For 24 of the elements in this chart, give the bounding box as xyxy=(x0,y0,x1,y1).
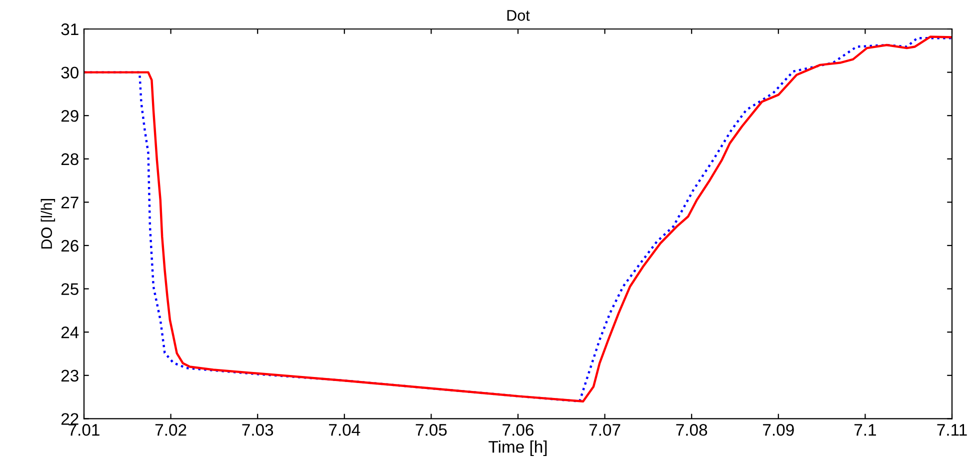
y-axis-title: DO [l/h] xyxy=(40,199,56,248)
y-tick-label: 31 xyxy=(61,23,78,36)
x-tick-label: 7.02 xyxy=(155,424,186,436)
y-tick-label: 23 xyxy=(61,370,78,382)
x-tick-label: 7.08 xyxy=(676,424,708,436)
x-tick-label: 7.1 xyxy=(854,424,876,436)
x-tick-label: 7.09 xyxy=(763,424,794,436)
x-axis-title: Time [h] xyxy=(488,440,547,456)
y-tick-label: 26 xyxy=(61,240,78,252)
y-tick-label: 29 xyxy=(61,110,78,122)
chart-title: Dot xyxy=(507,10,530,21)
y-tick-label: 25 xyxy=(61,283,78,296)
y-tick-label: 22 xyxy=(61,413,78,425)
y-tick-label: 30 xyxy=(61,66,78,79)
y-tick-label: 28 xyxy=(61,153,78,166)
x-tick-label: 7.05 xyxy=(416,424,447,436)
x-tick-label: 7.07 xyxy=(589,424,620,436)
x-tick-label: 7.04 xyxy=(329,424,360,436)
x-tick-label: 7.03 xyxy=(242,424,274,436)
x-tick-label: 7.01 xyxy=(68,424,100,436)
x-tick-label: 7.06 xyxy=(502,424,534,436)
y-tick-label: 24 xyxy=(61,326,79,338)
x-tick-label: 7.11 xyxy=(937,424,967,436)
y-tick-label: 27 xyxy=(61,196,78,208)
